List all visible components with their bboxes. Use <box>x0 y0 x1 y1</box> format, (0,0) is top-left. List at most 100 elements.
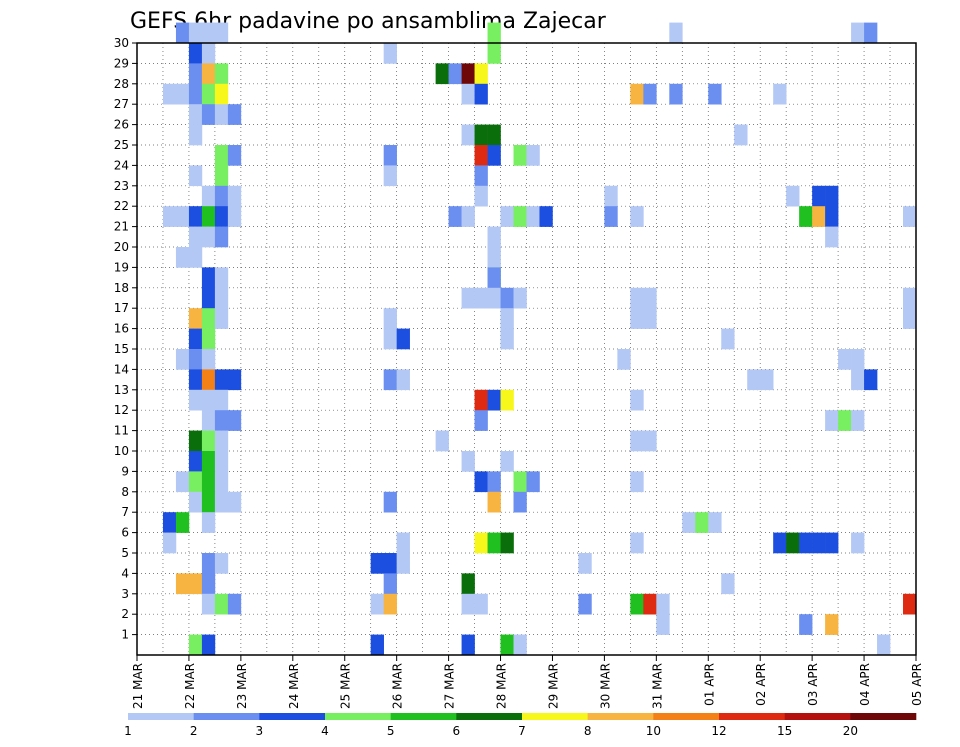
heat-cell <box>201 410 216 431</box>
heat-cell <box>201 104 216 125</box>
heat-cell <box>214 145 229 166</box>
heat-cell <box>903 593 917 615</box>
heat-cell <box>188 206 203 227</box>
x-axis: 21 MAR 22 MAR 23 MAR 24 MAR 25 MAR 26 MAR 27 M… <box>131 655 924 709</box>
x-tick-label: 04 APR <box>858 663 872 706</box>
colorbar-segment <box>522 713 588 720</box>
heat-cell <box>227 410 242 431</box>
heat-cell <box>383 328 397 350</box>
heat-cell <box>526 206 540 227</box>
colorbar-segment <box>719 713 785 720</box>
y-tick-label: 13 <box>114 383 129 397</box>
x-tick-label: 01 APR <box>702 663 716 706</box>
heat-cell <box>383 43 397 64</box>
heat-cell <box>188 308 203 329</box>
heat-cell <box>669 83 683 105</box>
heat-cell <box>175 247 190 268</box>
heat-cell <box>201 185 216 207</box>
heat-cell <box>175 206 190 227</box>
heat-cell <box>214 308 229 329</box>
heat-cell <box>838 349 852 370</box>
heat-cell <box>175 573 190 595</box>
heat-cell <box>799 206 813 227</box>
heat-cell <box>383 491 397 513</box>
heat-cell <box>630 308 644 329</box>
heat-cell <box>188 389 203 411</box>
heat-cell <box>578 593 592 615</box>
heat-cell <box>617 349 631 370</box>
heat-cell <box>188 573 203 595</box>
heat-cell <box>630 593 644 615</box>
y-tick-label: 7 <box>121 505 129 519</box>
x-tick-label: 24 MAR <box>287 663 301 709</box>
heat-cell <box>721 573 735 595</box>
heat-cell <box>214 491 229 513</box>
y-tick-label: 2 <box>121 607 129 621</box>
y-tick-label: 24 <box>114 158 129 172</box>
heat-cell <box>474 287 488 309</box>
heat-cell <box>201 226 216 248</box>
grid-lines <box>137 43 916 655</box>
y-tick-label: 5 <box>121 546 129 560</box>
colorbar-label: 4 <box>321 724 329 738</box>
heat-cell <box>721 328 735 350</box>
y-tick-label: 9 <box>121 464 129 478</box>
heat-cell <box>201 553 216 574</box>
heat-cell <box>851 410 865 431</box>
heat-cell <box>214 83 229 105</box>
heat-cell <box>188 328 203 350</box>
heat-cell <box>747 369 761 391</box>
colorbar-label: 15 <box>777 724 792 738</box>
heat-cell <box>825 614 839 635</box>
heat-cell <box>227 145 242 166</box>
heat-cell <box>461 287 475 309</box>
heat-cell <box>383 593 397 615</box>
heat-cell <box>487 471 501 493</box>
heat-cell <box>227 369 242 391</box>
x-tick-label: 05 APR <box>910 663 924 706</box>
heat-cell <box>461 83 475 105</box>
colorbar-label: 7 <box>518 724 526 738</box>
heat-cell <box>903 308 917 329</box>
heat-cell <box>513 634 527 656</box>
heat-cell <box>630 430 644 452</box>
heat-cell <box>825 226 839 248</box>
heat-cell <box>188 22 203 44</box>
colorbar-segment <box>325 713 391 720</box>
heat-cell <box>825 185 839 207</box>
heat-cell <box>188 369 203 391</box>
heat-cell <box>461 593 475 615</box>
heat-cell <box>214 410 229 431</box>
heat-cell <box>383 308 397 329</box>
y-tick-label: 1 <box>121 628 129 642</box>
heat-cell <box>474 471 488 493</box>
heat-cell <box>201 593 216 615</box>
heat-cell <box>201 349 216 370</box>
heat-cell <box>383 369 397 391</box>
heat-cell <box>773 532 787 554</box>
heat-cell <box>877 634 891 656</box>
colorbar-segment <box>390 713 457 720</box>
heat-cell <box>851 349 865 370</box>
heat-cell <box>461 63 475 85</box>
heat-cell <box>227 593 242 615</box>
colorbar-segment <box>259 713 326 720</box>
y-tick-label: 4 <box>121 566 129 580</box>
heat-cell <box>630 206 644 227</box>
heat-cell <box>864 369 878 391</box>
heat-cell <box>188 165 203 187</box>
heat-cell <box>500 532 514 554</box>
y-tick-label: 3 <box>121 587 129 601</box>
heat-cell <box>201 573 216 595</box>
heat-cell <box>201 634 216 656</box>
colorbar-label: 3 <box>256 724 264 738</box>
heat-cell <box>643 287 657 309</box>
y-tick-label: 17 <box>114 301 129 315</box>
heat-cell <box>188 124 203 146</box>
heat-cell <box>461 451 475 472</box>
heat-cell <box>461 206 475 227</box>
colorbar-segment <box>784 713 851 720</box>
heat-cell <box>214 593 229 615</box>
y-tick-label: 20 <box>114 240 129 254</box>
heat-cell <box>175 471 190 493</box>
